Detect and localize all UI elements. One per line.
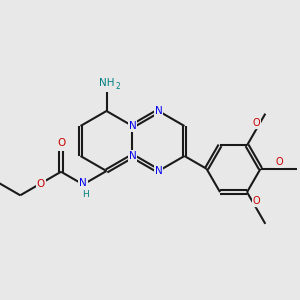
Text: N: N xyxy=(154,106,162,116)
Text: N: N xyxy=(129,151,136,161)
Text: N: N xyxy=(129,121,136,131)
Text: O: O xyxy=(253,118,260,128)
Text: O: O xyxy=(275,157,283,167)
Text: N: N xyxy=(79,178,87,188)
Text: O: O xyxy=(57,138,65,148)
Text: NH: NH xyxy=(99,78,115,88)
Text: H: H xyxy=(82,190,88,199)
Text: O: O xyxy=(37,178,45,189)
Text: O: O xyxy=(253,196,260,206)
Text: N: N xyxy=(154,166,162,176)
Text: 2: 2 xyxy=(116,82,120,91)
